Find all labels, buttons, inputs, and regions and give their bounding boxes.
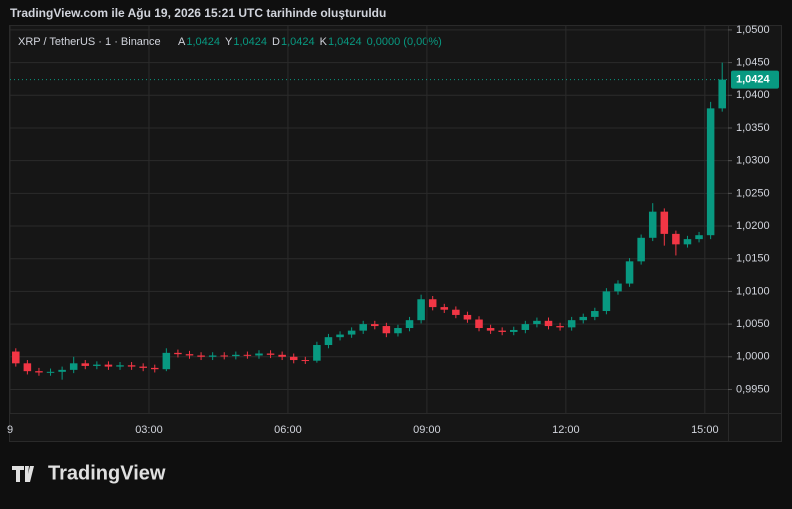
candle-body [452,309,460,315]
legend-value: 1,0424 [186,36,220,48]
candle-body [23,363,32,372]
logo-icon [12,466,34,482]
logo-text: TradingView [48,462,166,484]
candle-body [602,291,611,312]
candle-body [567,320,576,328]
legend-change: 0,0000 (0,00%) [367,36,442,48]
legend-value: 1,0424 [281,36,315,48]
candle-body [428,299,437,308]
y-tick-label: 1,0500 [736,24,770,36]
x-tick-label: 9 [7,424,13,436]
candle-body [648,211,657,238]
candle-body [313,345,321,361]
y-tick-label: 1,0450 [736,57,770,69]
x-tick-label: 15:00 [691,424,719,436]
candle-body [591,311,599,317]
x-tick-label: 09:00 [413,424,441,436]
candle-body [486,328,495,331]
candle-body [46,371,55,373]
candle-body [625,261,634,284]
candle-body [232,354,240,357]
legend-key: A [178,36,186,48]
candle-body [382,326,391,334]
candle-body [127,365,136,367]
candle-body [185,354,194,356]
last-price-label: 1,0424 [736,74,771,86]
last-price-box [731,70,779,89]
legend-value: 1,0424 [233,36,267,48]
candle-body [116,365,124,367]
candle-body [162,352,171,370]
candle-body [266,353,275,355]
candle-body [208,355,217,357]
candle-body [695,235,703,240]
y-tick-label: 1,0000 [736,351,770,363]
candle-body [139,366,147,368]
x-tick-label: 06:00 [274,424,302,436]
candle-body [58,369,66,372]
ohlc-legend: A 1,0424 Y 1,0424 D 1,0424 K 1,0424 0,0000 (0,00… [178,36,442,48]
candle-body [324,337,333,346]
candle-body [278,354,286,357]
legend-key: D [272,36,280,48]
candle-body [394,328,402,334]
candle-body [359,324,367,331]
candle-body [614,283,622,292]
candle-body [336,334,344,338]
header: TradingView.com ile Ağu 19, 2026 15:21 U… [10,6,386,20]
candle-body [371,324,379,327]
candle-body [93,364,101,366]
plot: 0,9950 1,0000 1,0050 1,0100 1,0150 1,0200 1,02… [7,24,779,436]
candle-body [220,355,229,357]
candle-body [289,356,298,361]
candle-body [498,330,506,332]
candle-body [347,330,356,335]
candle-body [660,211,669,234]
candle-body [301,360,310,362]
candle-body [174,352,182,355]
candle-body [463,314,472,320]
candle-body [81,363,90,366]
candle-body [521,324,530,330]
candle-body [69,363,78,370]
candle-body [533,320,541,325]
candle-body [718,79,726,109]
candle-body [579,316,588,321]
candle-body [243,354,252,356]
legend-key: Y [225,36,233,48]
y-tick-label: 1,0100 [736,285,770,297]
candle-body [197,355,205,357]
candle-body [255,353,263,356]
candle-body [475,319,483,329]
y-tick-label: 1,0200 [736,220,770,232]
legend-value: 1,0424 [328,36,362,48]
symbol: XRP / TetherUS · 1 · Binance [18,36,161,48]
y-tick-label: 1,0400 [736,89,770,101]
x-tick-label: 03:00 [135,424,163,436]
logo [12,466,34,482]
y-tick-label: 1,0250 [736,187,770,199]
candle-body [35,371,43,373]
y-tick-label: 1,0300 [736,155,770,167]
candle-body [683,239,692,245]
candle-body [544,320,553,327]
candle-body [672,233,680,245]
candle-body [12,351,20,364]
candle-body [150,367,159,370]
y-tick-label: 0,9950 [736,383,770,395]
candle-body [556,326,564,328]
candle-body [509,329,518,332]
candle-body [637,237,645,262]
candle-body [417,299,425,321]
y-tick-label: 1,0350 [736,122,770,134]
candle-body [104,364,113,367]
x-tick-label: 12:00 [552,424,580,436]
y-tick-label: 1,0050 [736,318,770,330]
y-tick-label: 1,0150 [736,253,770,265]
candle-body [706,108,715,236]
candle-body [440,307,449,310]
legend-key: K [320,36,328,48]
candle-body [405,320,414,329]
